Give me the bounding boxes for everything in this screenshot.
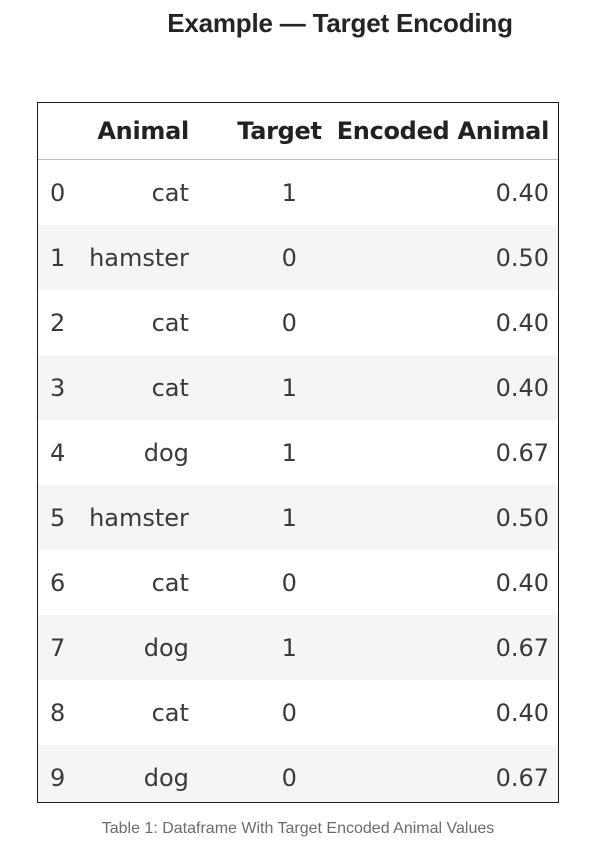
- encoded-animal-cell: 0.67: [330, 615, 558, 680]
- table-row: 2 cat 0 0.40: [38, 290, 558, 355]
- encoded-animal-cell: 0.67: [330, 745, 558, 802]
- row-index-cell: 8: [38, 680, 83, 745]
- target-cell: 0: [197, 745, 331, 802]
- row-index-cell: 4: [38, 420, 83, 485]
- animal-cell: cat: [82, 355, 198, 420]
- encoded-animal-cell: 0.40: [330, 290, 558, 355]
- table-header: Animal Target Encoded Animal: [38, 103, 558, 160]
- page-title: Example — Target Encoding: [167, 8, 513, 38]
- table-row: 1 hamster 0 0.50: [38, 225, 558, 290]
- table-row: 0 cat 1 0.40: [38, 159, 558, 225]
- target-cell: 1: [197, 420, 331, 485]
- table-row: 8 cat 0 0.40: [38, 680, 558, 745]
- row-index-cell: 7: [38, 615, 83, 680]
- table-row: 9 dog 0 0.67: [38, 745, 558, 802]
- row-index-cell: 3: [38, 355, 83, 420]
- table-row: 3 cat 1 0.40: [38, 355, 558, 420]
- encoded-animal-cell: 0.50: [330, 225, 558, 290]
- row-index-cell: 1: [38, 225, 83, 290]
- encoded-animal-cell: 0.67: [330, 420, 558, 485]
- animal-cell: hamster: [82, 485, 198, 550]
- row-index-cell: 5: [38, 485, 83, 550]
- header-encoded-animal: Encoded Animal: [330, 103, 558, 160]
- target-cell: 1: [197, 355, 331, 420]
- table-row: 4 dog 1 0.67: [38, 420, 558, 485]
- target-cell: 0: [197, 225, 331, 290]
- target-cell: 0: [197, 550, 331, 615]
- animal-cell: cat: [82, 680, 198, 745]
- table-caption: Table 1: Dataframe With Target Encoded A…: [101, 820, 495, 837]
- dataframe-table: Animal Target Encoded Animal 0 cat 1 0.40 1 h…: [38, 103, 558, 802]
- animal-cell: dog: [82, 745, 198, 802]
- encoded-animal-cell: 0.40: [330, 355, 558, 420]
- row-index-cell: 0: [38, 159, 83, 225]
- animal-cell: dog: [82, 420, 198, 485]
- target-cell: 0: [197, 290, 331, 355]
- dataframe-table-frame: Animal Target Encoded Animal 0 cat 1 0.40 1 h…: [37, 102, 559, 803]
- table-body: 0 cat 1 0.40 1 hamster 0 0.50 2 cat 0 0.40 3 cat 1 0.40…: [38, 159, 558, 802]
- header-index: [38, 103, 83, 160]
- header-target: Target: [197, 103, 331, 160]
- animal-cell: cat: [82, 550, 198, 615]
- row-index-cell: 2: [38, 290, 83, 355]
- animal-cell: cat: [82, 159, 198, 225]
- target-cell: 0: [197, 680, 331, 745]
- target-cell: 1: [197, 485, 331, 550]
- animal-cell: hamster: [82, 225, 198, 290]
- table-row: 5 hamster 1 0.50: [38, 485, 558, 550]
- encoded-animal-cell: 0.50: [330, 485, 558, 550]
- target-cell: 1: [197, 159, 331, 225]
- animal-cell: cat: [82, 290, 198, 355]
- header-row: Animal Target Encoded Animal: [38, 103, 558, 160]
- animal-cell: dog: [82, 615, 198, 680]
- encoded-animal-cell: 0.40: [330, 550, 558, 615]
- row-index-cell: 6: [38, 550, 83, 615]
- table-row: 7 dog 1 0.67: [38, 615, 558, 680]
- row-index-cell: 9: [38, 745, 83, 802]
- table-row: 6 cat 0 0.40: [38, 550, 558, 615]
- header-animal: Animal: [82, 103, 198, 160]
- encoded-animal-cell: 0.40: [330, 680, 558, 745]
- encoded-animal-cell: 0.40: [330, 159, 558, 225]
- target-cell: 1: [197, 615, 331, 680]
